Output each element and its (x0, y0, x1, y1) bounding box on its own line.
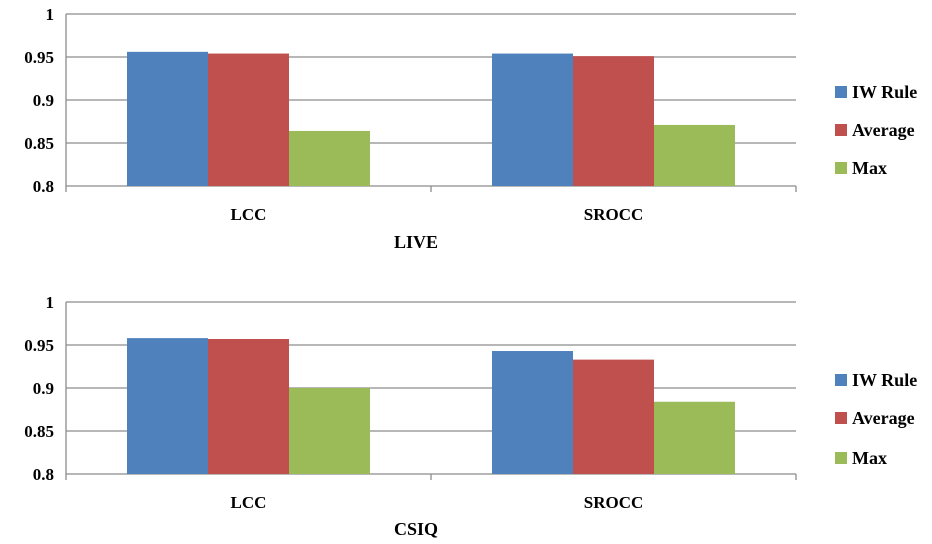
y-tick-label: 1 (46, 5, 55, 24)
y-tick-label: 0.9 (33, 379, 54, 398)
bar-iw-rule-lcc (127, 338, 208, 474)
x-category-label: SROCC (584, 493, 644, 512)
legend-swatch (835, 452, 847, 464)
legend-swatch (835, 86, 847, 98)
y-tick-label: 0.85 (24, 134, 54, 153)
legend-label: IW Rule (852, 82, 917, 102)
legend-label: Max (852, 158, 887, 178)
x-axis-title: LIVE (394, 232, 438, 252)
bar-average-srocc (573, 359, 654, 474)
y-tick-label: 0.8 (33, 465, 54, 484)
bar-max-srocc (654, 124, 735, 186)
legend-swatch (835, 162, 847, 174)
bar-max-srocc (654, 401, 735, 474)
legend-label: Average (852, 408, 915, 428)
legend-swatch (835, 374, 847, 386)
legend-label: IW Rule (852, 370, 917, 390)
bar-max-lcc (289, 388, 370, 474)
legend-swatch (835, 124, 847, 136)
bar-average-lcc (208, 53, 289, 187)
legend-swatch (835, 412, 847, 424)
bar-iw-rule-srocc (492, 351, 573, 474)
y-tick-label: 1 (46, 293, 55, 312)
y-tick-label: 0.9 (33, 91, 54, 110)
x-category-label: LCC (231, 493, 267, 512)
x-category-label: LCC (231, 205, 267, 224)
legend: IW Rule Average Max (835, 82, 917, 178)
bar-average-lcc (208, 338, 289, 474)
y-tick-label: 0.85 (24, 422, 54, 441)
chart-panel-2: 0.8 0.85 0.9 0.95 1 LCC SROCC CSIQ IW Rule Averag… (24, 293, 917, 539)
legend-label: Average (852, 120, 915, 140)
y-tick-label: 0.95 (24, 48, 54, 67)
bar-max-lcc (289, 130, 370, 186)
chart-panel-1: 0.8 0.85 0.9 0.95 1 LCC SROCC LIVE IW Rule Averag… (24, 5, 917, 252)
y-tick-label: 0.8 (33, 177, 54, 196)
x-axis-title: CSIQ (394, 519, 438, 539)
bar-average-srocc (573, 56, 654, 186)
y-tick-label: 0.95 (24, 336, 54, 355)
bar-iw-rule-lcc (127, 51, 208, 187)
x-category-label: SROCC (584, 205, 644, 224)
bar-iw-rule-srocc (492, 53, 573, 187)
legend: IW Rule Average Max (835, 370, 917, 468)
legend-label: Max (852, 448, 887, 468)
